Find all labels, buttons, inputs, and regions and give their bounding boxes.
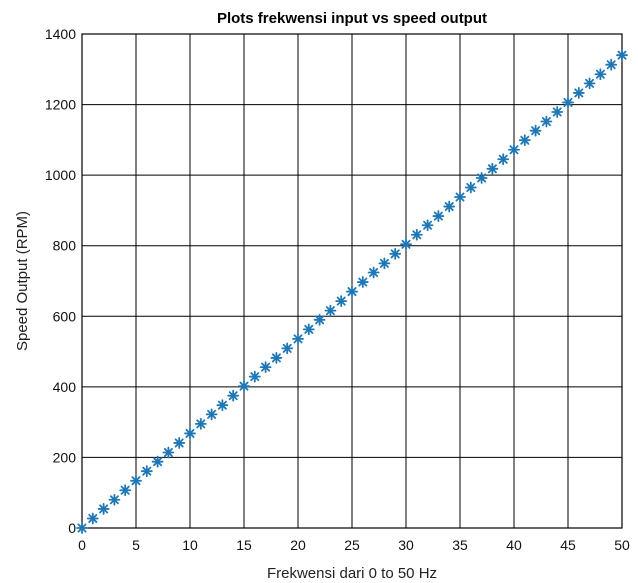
x-tick-label: 45 bbox=[560, 537, 576, 553]
data-point bbox=[572, 87, 585, 99]
data-point bbox=[130, 474, 142, 487]
x-tick-label: 5 bbox=[132, 537, 140, 553]
data-point bbox=[367, 266, 380, 279]
data-points bbox=[76, 49, 628, 534]
y-tick-label: 1200 bbox=[45, 97, 76, 113]
data-point bbox=[248, 370, 261, 383]
data-point bbox=[292, 332, 304, 345]
data-point bbox=[486, 162, 499, 175]
y-axis-label: Speed Output (RPM) bbox=[14, 211, 31, 351]
data-point bbox=[432, 210, 445, 222]
y-tick-label: 1400 bbox=[45, 26, 76, 42]
data-point bbox=[356, 276, 369, 288]
x-tick-label: 25 bbox=[344, 537, 360, 553]
data-point bbox=[205, 408, 218, 421]
data-point bbox=[400, 238, 412, 251]
data-point bbox=[324, 304, 337, 317]
y-tick-label: 600 bbox=[53, 308, 77, 324]
data-point bbox=[97, 503, 110, 515]
data-point bbox=[281, 342, 294, 355]
x-tick-label: 20 bbox=[290, 537, 306, 553]
x-tick-label: 30 bbox=[398, 537, 414, 553]
plot-frame bbox=[81, 33, 623, 529]
data-point bbox=[270, 352, 283, 364]
data-point bbox=[378, 257, 391, 270]
data-point bbox=[227, 389, 240, 402]
data-point bbox=[86, 512, 99, 525]
data-point bbox=[551, 106, 564, 118]
data-point bbox=[76, 522, 88, 534]
y-tick-label: 1000 bbox=[45, 167, 76, 183]
data-point bbox=[173, 437, 186, 449]
data-point bbox=[443, 200, 456, 213]
data-point bbox=[497, 153, 510, 166]
data-point bbox=[259, 361, 272, 373]
y-tick-label: 200 bbox=[53, 449, 77, 465]
data-point bbox=[194, 418, 207, 430]
x-axis-ticks: 0 5 10 15 20 25 30 35 40 45 50 bbox=[78, 537, 630, 553]
data-point bbox=[216, 399, 229, 412]
data-point bbox=[605, 58, 618, 71]
data-point bbox=[346, 285, 358, 298]
data-point bbox=[594, 68, 607, 81]
data-point bbox=[508, 143, 520, 156]
y-tick-label: 0 bbox=[68, 520, 76, 536]
y-tick-label: 400 bbox=[53, 379, 77, 395]
data-point bbox=[184, 427, 196, 440]
data-point bbox=[119, 484, 132, 497]
data-point bbox=[410, 228, 423, 241]
data-point bbox=[238, 380, 250, 393]
y-axis-ticks: 0 200 400 600 800 1000 1200 1400 bbox=[45, 26, 76, 536]
data-point bbox=[302, 323, 315, 336]
data-point bbox=[562, 96, 574, 109]
x-axis-label: Frekwensi dari 0 to 50 Hz bbox=[267, 565, 437, 582]
data-point bbox=[464, 181, 477, 194]
data-point bbox=[108, 493, 121, 506]
data-point bbox=[540, 115, 553, 128]
x-tick-label: 15 bbox=[236, 537, 252, 553]
data-point bbox=[454, 191, 466, 203]
x-tick-label: 35 bbox=[452, 537, 468, 553]
y-tick-label: 800 bbox=[53, 238, 77, 254]
data-point bbox=[616, 49, 628, 62]
data-point bbox=[421, 219, 434, 232]
data-point bbox=[518, 134, 531, 147]
data-point bbox=[389, 247, 402, 260]
data-point bbox=[313, 313, 326, 326]
data-point bbox=[583, 77, 596, 90]
x-tick-label: 10 bbox=[182, 537, 198, 553]
data-point bbox=[140, 465, 153, 478]
chart-title: Plots frekwensi input vs speed output bbox=[217, 10, 487, 27]
x-tick-label: 50 bbox=[614, 537, 630, 553]
x-tick-label: 40 bbox=[506, 537, 522, 553]
data-point bbox=[162, 446, 175, 459]
x-tick-label: 0 bbox=[78, 537, 86, 553]
data-point bbox=[475, 172, 488, 184]
data-point bbox=[529, 124, 542, 137]
data-point bbox=[151, 455, 164, 468]
data-point bbox=[335, 295, 348, 308]
